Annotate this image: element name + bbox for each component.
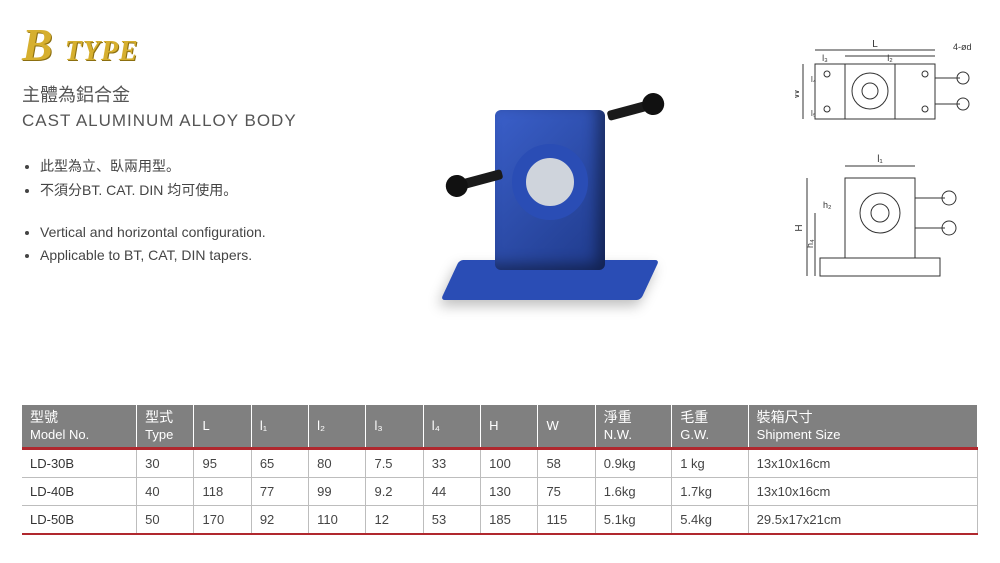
table-cell: 30 [137, 449, 194, 478]
table-cell: 100 [481, 449, 538, 478]
table-cell: LD-50B [22, 506, 137, 535]
col-header-zh: 毛重 [680, 409, 739, 427]
col-header: l₂ [309, 405, 366, 448]
dim-l4: l₄ [811, 75, 816, 84]
col-header-zh: 型號 [30, 409, 128, 427]
dim-l2: l₂ [887, 53, 893, 63]
technical-diagrams: L l₂ l₃ 4-ød W l₄ l₅ l₁ [795, 36, 980, 300]
table-cell: 118 [194, 478, 251, 506]
col-header: H [481, 405, 538, 448]
col-header-zh: 裝箱尺寸 [757, 409, 969, 427]
diagram-front-view: l₁ H h₂ h₄ [795, 148, 980, 288]
col-header-en: N.W. [604, 427, 663, 443]
dim-4od: 4-ød [953, 42, 972, 52]
table-cell: 80 [309, 449, 366, 478]
table-row: LD-40B4011877999.244130751.6kg1.7kg13x10… [22, 478, 978, 506]
dim-l5: l₅ [811, 109, 816, 118]
col-header-en: l₁ [260, 418, 300, 434]
dim-H: H [795, 224, 805, 231]
table-cell: 5.1kg [595, 506, 671, 535]
table-cell: 40 [137, 478, 194, 506]
dim-h2: h₂ [823, 200, 832, 210]
table-cell: 185 [481, 506, 538, 535]
table-header: 型號Model No.型式TypeLl₁l₂l₃l₄HW淨重N.W.毛重G.W.… [22, 405, 978, 448]
dim-l3: l₃ [822, 53, 828, 63]
col-header-en: H [489, 418, 529, 434]
product-knob-top [607, 99, 656, 121]
table-cell: 53 [423, 506, 480, 535]
title-word: TYPE [65, 36, 139, 68]
dim-h4: h₄ [805, 239, 815, 248]
dim-L: L [872, 39, 878, 50]
col-header: 淨重N.W. [595, 405, 671, 448]
table-cell: 95 [194, 449, 251, 478]
table-cell: 1.7kg [672, 478, 748, 506]
col-header: 型號Model No. [22, 405, 137, 448]
table-body: LD-30B309565807.533100580.9kg1 kg13x10x1… [22, 449, 978, 535]
product-image [400, 50, 700, 330]
col-header-en: l₄ [432, 418, 472, 434]
table-cell: 77 [251, 478, 308, 506]
col-header-en: Model No. [30, 427, 128, 443]
diagram-top-view: L l₂ l₃ 4-ød W l₄ l₅ [795, 36, 980, 136]
table-cell: 1 kg [672, 449, 748, 478]
col-header-en: W [546, 418, 586, 434]
col-header: W [538, 405, 595, 448]
table-cell: 170 [194, 506, 251, 535]
table-cell: 75 [538, 478, 595, 506]
col-header: 型式Type [137, 405, 194, 448]
table-cell: 5.4kg [672, 506, 748, 535]
dim-W: W [795, 89, 802, 99]
table-cell: 13x10x16cm [748, 478, 977, 506]
spec-table-wrap: 型號Model No.型式TypeLl₁l₂l₃l₄HW淨重N.W.毛重G.W.… [0, 405, 1000, 535]
table-cell: 9.2 [366, 478, 423, 506]
table-cell: 58 [538, 449, 595, 478]
product-ring [512, 144, 588, 220]
col-header: 裝箱尺寸Shipment Size [748, 405, 977, 448]
table-cell: 33 [423, 449, 480, 478]
table-row: LD-30B309565807.533100580.9kg1 kg13x10x1… [22, 449, 978, 478]
table-cell: 65 [251, 449, 308, 478]
table-cell: 44 [423, 478, 480, 506]
table-cell: 7.5 [366, 449, 423, 478]
col-header: l₃ [366, 405, 423, 448]
title-letter: B [22, 18, 53, 71]
col-header-en: L [202, 418, 242, 434]
col-header-en: Shipment Size [757, 427, 969, 443]
col-header: l₄ [423, 405, 480, 448]
col-header: l₁ [251, 405, 308, 448]
table-cell: 130 [481, 478, 538, 506]
table-cell: LD-30B [22, 449, 137, 478]
col-header-en: l₂ [317, 418, 357, 434]
col-header-en: Type [145, 427, 185, 443]
col-header-zh: 淨重 [604, 409, 663, 427]
spec-table: 型號Model No.型式TypeLl₁l₂l₃l₄HW淨重N.W.毛重G.W.… [22, 405, 978, 535]
dim-l1: l₁ [877, 154, 883, 165]
table-row: LD-50B501709211012531851155.1kg5.4kg29.5… [22, 506, 978, 535]
col-header-en: G.W. [680, 427, 739, 443]
table-cell: 1.6kg [595, 478, 671, 506]
col-header-zh: 型式 [145, 409, 185, 427]
col-header: L [194, 405, 251, 448]
col-header-en: l₃ [374, 418, 414, 434]
table-cell: 13x10x16cm [748, 449, 977, 478]
table-cell: 0.9kg [595, 449, 671, 478]
table-cell: 50 [137, 506, 194, 535]
table-cell: LD-40B [22, 478, 137, 506]
table-cell: 110 [309, 506, 366, 535]
col-header: 毛重G.W. [672, 405, 748, 448]
table-cell: 12 [366, 506, 423, 535]
table-cell: 115 [538, 506, 595, 535]
table-cell: 29.5x17x21cm [748, 506, 977, 535]
table-cell: 99 [309, 478, 366, 506]
table-cell: 92 [251, 506, 308, 535]
